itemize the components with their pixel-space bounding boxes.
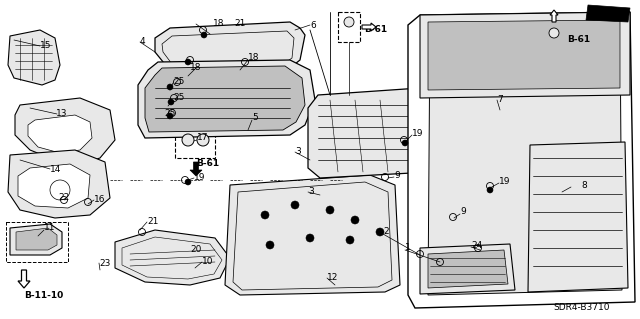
Text: 18: 18 bbox=[248, 53, 259, 62]
Circle shape bbox=[201, 32, 207, 38]
Polygon shape bbox=[16, 228, 57, 250]
Text: 3: 3 bbox=[295, 147, 301, 157]
Text: B-11-10: B-11-10 bbox=[24, 292, 63, 300]
Circle shape bbox=[487, 187, 493, 193]
Text: 19: 19 bbox=[412, 129, 424, 137]
Text: 1: 1 bbox=[405, 243, 411, 253]
Text: 16: 16 bbox=[94, 196, 106, 204]
Text: B-61: B-61 bbox=[364, 26, 387, 34]
Bar bbox=[416, 240, 520, 298]
Circle shape bbox=[185, 179, 191, 185]
Polygon shape bbox=[8, 30, 60, 85]
Polygon shape bbox=[8, 150, 110, 218]
Circle shape bbox=[167, 84, 173, 90]
Circle shape bbox=[185, 59, 191, 65]
Polygon shape bbox=[138, 60, 315, 138]
Bar bbox=[6, 222, 68, 262]
Circle shape bbox=[291, 201, 299, 209]
Text: SDR4-B3710: SDR4-B3710 bbox=[553, 303, 609, 313]
Polygon shape bbox=[145, 66, 305, 132]
Text: 19: 19 bbox=[499, 176, 511, 186]
Text: 19: 19 bbox=[194, 174, 205, 182]
Bar bbox=[338, 12, 360, 42]
Circle shape bbox=[326, 206, 334, 214]
Polygon shape bbox=[428, 20, 620, 90]
Polygon shape bbox=[155, 22, 305, 82]
Polygon shape bbox=[586, 5, 630, 22]
Circle shape bbox=[351, 216, 359, 224]
Text: 5: 5 bbox=[252, 114, 258, 122]
Text: 25: 25 bbox=[173, 78, 184, 86]
Text: B-61: B-61 bbox=[196, 159, 219, 167]
Text: 12: 12 bbox=[327, 273, 339, 283]
Bar bbox=[175, 126, 215, 158]
Circle shape bbox=[266, 241, 274, 249]
Text: 21: 21 bbox=[234, 19, 245, 27]
Polygon shape bbox=[18, 164, 90, 208]
Circle shape bbox=[167, 113, 173, 119]
Text: B-61: B-61 bbox=[567, 35, 590, 44]
Text: 25: 25 bbox=[173, 93, 184, 102]
FancyArrow shape bbox=[550, 10, 558, 22]
Text: 18: 18 bbox=[213, 19, 225, 28]
Circle shape bbox=[376, 228, 384, 236]
Polygon shape bbox=[420, 12, 630, 98]
Text: 13: 13 bbox=[56, 109, 67, 118]
Text: 6: 6 bbox=[310, 20, 316, 29]
Polygon shape bbox=[225, 175, 400, 295]
Text: 9: 9 bbox=[460, 207, 466, 217]
Circle shape bbox=[402, 140, 408, 146]
Text: 23: 23 bbox=[99, 258, 110, 268]
Polygon shape bbox=[528, 142, 628, 292]
Text: 4: 4 bbox=[140, 38, 146, 47]
Polygon shape bbox=[428, 250, 508, 288]
Text: 3: 3 bbox=[308, 188, 314, 197]
Text: 8: 8 bbox=[581, 181, 587, 189]
Text: 25: 25 bbox=[164, 109, 175, 118]
Bar bbox=[543, 23, 565, 53]
FancyArrow shape bbox=[190, 162, 202, 176]
Circle shape bbox=[50, 180, 70, 200]
Text: 14: 14 bbox=[50, 165, 61, 174]
Circle shape bbox=[549, 28, 559, 38]
Text: 24: 24 bbox=[471, 241, 483, 249]
Polygon shape bbox=[308, 88, 445, 178]
Text: 20: 20 bbox=[190, 244, 202, 254]
Text: 10: 10 bbox=[202, 257, 214, 266]
Polygon shape bbox=[420, 244, 515, 294]
Text: 21: 21 bbox=[147, 218, 158, 226]
Polygon shape bbox=[115, 230, 230, 285]
Polygon shape bbox=[428, 20, 622, 295]
Circle shape bbox=[306, 234, 314, 242]
Circle shape bbox=[197, 134, 209, 146]
Text: FR.: FR. bbox=[600, 11, 616, 20]
FancyArrow shape bbox=[362, 23, 376, 31]
Polygon shape bbox=[15, 98, 115, 165]
Text: 9: 9 bbox=[394, 170, 400, 180]
Text: 11: 11 bbox=[44, 224, 56, 233]
Circle shape bbox=[261, 211, 269, 219]
Text: 18: 18 bbox=[190, 63, 202, 71]
Circle shape bbox=[168, 99, 174, 105]
Text: 22: 22 bbox=[58, 192, 69, 202]
Text: 2: 2 bbox=[383, 227, 388, 236]
FancyArrow shape bbox=[18, 270, 30, 288]
Circle shape bbox=[344, 17, 354, 27]
Text: 15: 15 bbox=[40, 41, 51, 50]
Circle shape bbox=[346, 236, 354, 244]
Circle shape bbox=[182, 134, 194, 146]
Text: 7: 7 bbox=[497, 95, 503, 105]
Text: 17: 17 bbox=[197, 133, 209, 143]
Polygon shape bbox=[10, 224, 62, 255]
Polygon shape bbox=[28, 115, 92, 153]
Polygon shape bbox=[408, 12, 635, 308]
